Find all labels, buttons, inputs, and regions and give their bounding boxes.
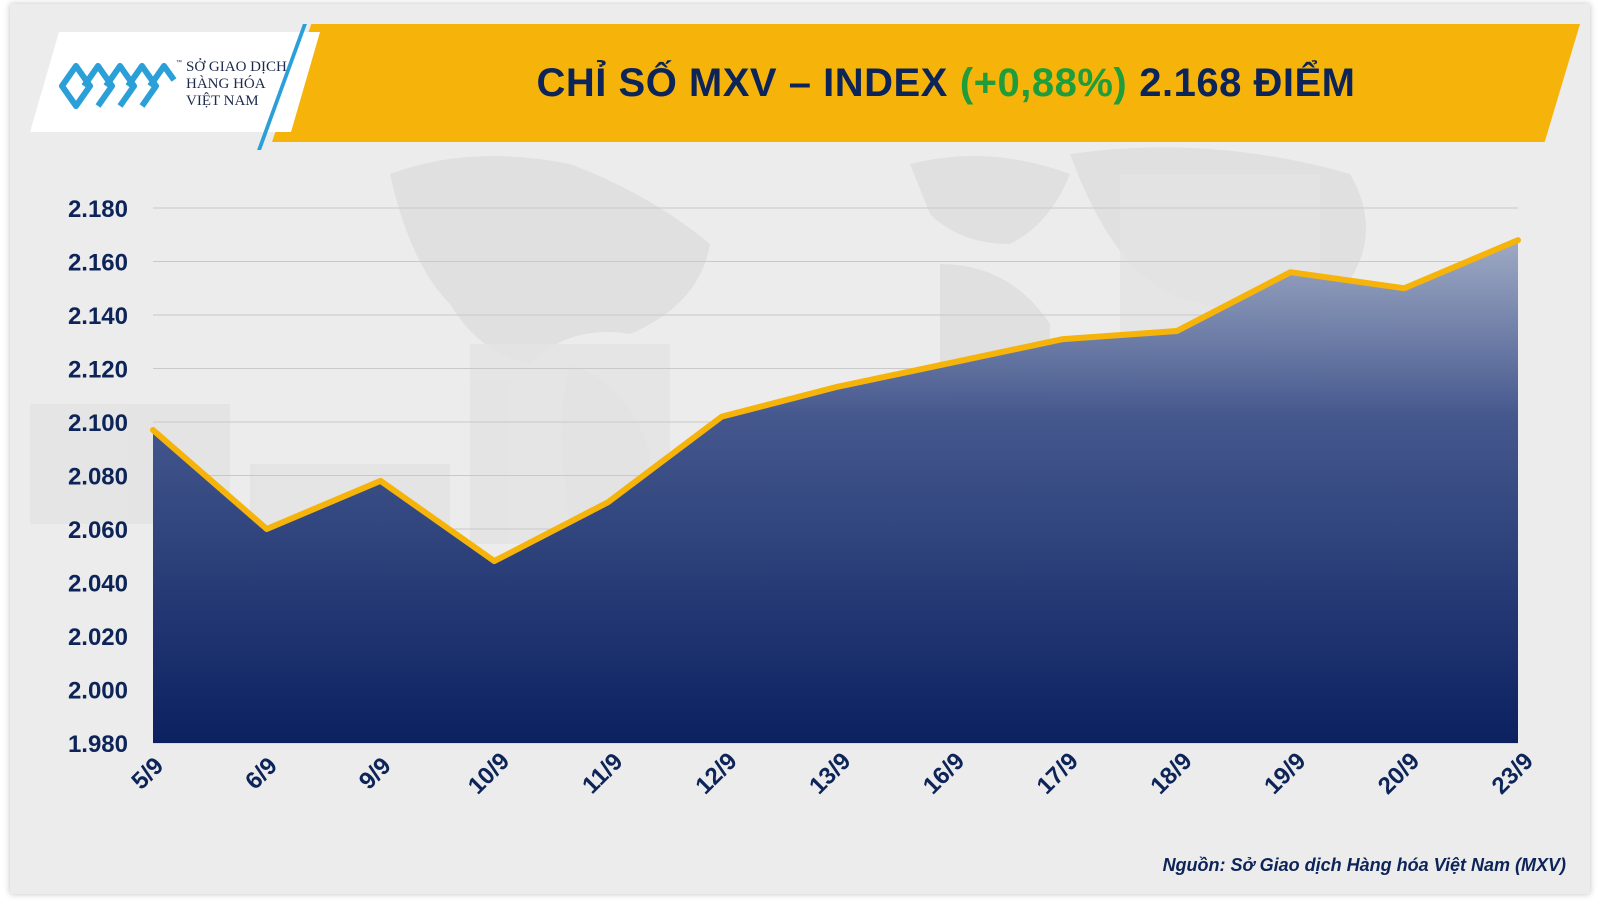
source-note: Nguồn: Sở Giao dịch Hàng hóa Việt Nam (M… [1162,855,1566,875]
x-axis-ticks: 5/9 6/9 9/9 10/9 11/9 12/9 13/9 16/9 17/9 18/9 19/… [126,748,1538,800]
data-point [1516,238,1520,243]
logo-line-3: VIỆT NAM [186,93,259,109]
data-point [1402,286,1407,291]
y-tick-label: 2.100 [68,410,128,437]
y-tick-label: 2.160 [68,250,128,277]
area-layer [150,237,1521,743]
y-tick-label: 1.980 [68,731,128,758]
data-point [1174,329,1179,334]
y-tick-label: 2.080 [68,464,128,491]
data-point [151,428,155,433]
data-point [492,559,497,564]
data-point [1288,270,1293,275]
x-tick-label: 13/9 [804,748,856,800]
y-tick-label: 2.000 [68,678,128,705]
x-tick-label: 11/9 [577,748,628,799]
data-point [719,414,724,419]
logo-line-1: SỞ GIAO DỊCH [186,59,287,75]
logo-text: SỞ GIAO DỊCH HÀNG HÓA VIỆT NAM [186,59,287,110]
x-tick-label: 18/9 [1145,748,1197,800]
data-point [378,478,383,483]
x-tick-label: 9/9 [354,752,397,795]
x-tick-label: 6/9 [240,752,283,795]
mxv-index-chart: 1.980 2.000 2.020 2.040 2.060 2.080 2.100 2.120… [68,196,1539,800]
y-tick-label: 2.140 [68,303,128,330]
x-tick-label: 12/9 [690,748,742,800]
title-suffix: 2.168 ĐIỂM [1139,60,1356,105]
title-banner [272,24,1580,142]
mxv-logo-icon [59,63,177,109]
chart-title: CHỈ SỐ MXV – INDEX (+0,88%) 2.168 ĐIỂM [272,24,1580,142]
logo-trademark: ™ [176,60,182,66]
series-area [153,240,1518,743]
title-change: (+0,88%) [959,60,1128,105]
x-tick-label: 19/9 [1259,748,1311,800]
data-point [1061,337,1065,342]
x-tick-label: 20/9 [1373,748,1425,800]
y-tick-label: 2.040 [68,571,128,598]
x-tick-label: 16/9 [918,748,970,800]
data-point [833,385,838,390]
x-tick-label: 5/9 [126,752,169,795]
logo-line-2: HÀNG HÓA [186,76,266,92]
y-tick-label: 2.020 [68,624,128,651]
y-axis-ticks: 1.980 2.000 2.020 2.040 2.060 2.080 2.100 2.120… [68,196,128,758]
data-point [606,500,610,505]
data-point [264,527,269,531]
y-tick-label: 2.120 [68,357,128,384]
x-tick-label: 23/9 [1487,748,1539,800]
x-tick-label: 10/9 [463,748,515,800]
data-point [947,361,952,366]
y-tick-label: 2.180 [68,196,128,223]
chart-frame: 1.980 2.000 2.020 2.040 2.060 2.080 2.100 2.120… [10,4,1590,894]
y-tick-label: 2.060 [68,517,128,544]
title-prefix: CHỈ SỐ MXV – INDEX [536,60,948,105]
x-tick-label: 17/9 [1032,748,1084,800]
